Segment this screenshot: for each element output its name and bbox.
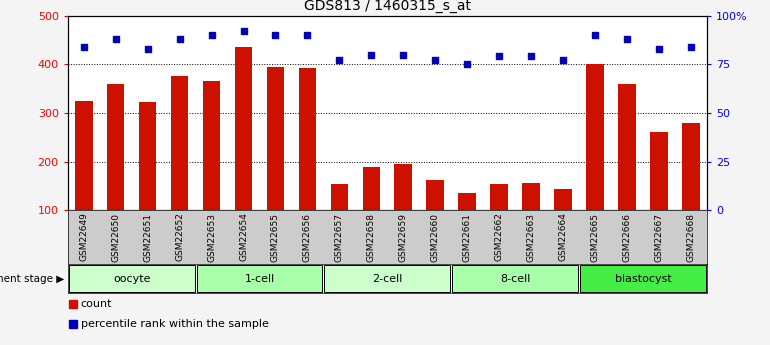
Text: GSM22666: GSM22666	[622, 213, 631, 262]
Bar	[266, 67, 284, 259]
Text: GSM22653: GSM22653	[207, 213, 216, 262]
FancyBboxPatch shape	[196, 265, 323, 292]
Title: GDS813 / 1460315_s_at: GDS813 / 1460315_s_at	[304, 0, 470, 13]
Text: percentile rank within the sample: percentile rank within the sample	[81, 319, 269, 328]
Text: GSM22661: GSM22661	[463, 213, 472, 262]
Bar	[458, 194, 476, 259]
Bar	[522, 183, 540, 259]
Text: GSM22652: GSM22652	[175, 213, 184, 262]
FancyBboxPatch shape	[324, 265, 450, 292]
Bar	[618, 84, 636, 259]
Text: GSM22665: GSM22665	[591, 213, 600, 262]
Text: GSM22649: GSM22649	[79, 213, 89, 262]
Bar	[330, 184, 348, 259]
Bar	[490, 184, 508, 259]
Bar	[171, 77, 189, 259]
Bar	[299, 68, 316, 259]
Bar	[682, 123, 700, 259]
Bar	[235, 47, 253, 259]
Text: GSM22659: GSM22659	[399, 213, 408, 262]
FancyBboxPatch shape	[580, 265, 706, 292]
Text: GSM22651: GSM22651	[143, 213, 152, 262]
Text: GSM22668: GSM22668	[686, 213, 695, 262]
Text: oocyte: oocyte	[113, 274, 150, 284]
Text: GSM22660: GSM22660	[430, 213, 440, 262]
Bar	[107, 84, 125, 259]
Text: GSM22650: GSM22650	[111, 213, 120, 262]
Text: GSM22662: GSM22662	[494, 213, 504, 262]
Bar	[75, 101, 92, 259]
FancyBboxPatch shape	[69, 265, 195, 292]
Text: 8-cell: 8-cell	[500, 274, 531, 284]
Text: GSM22657: GSM22657	[335, 213, 344, 262]
Text: 1-cell: 1-cell	[244, 274, 275, 284]
FancyBboxPatch shape	[452, 265, 578, 292]
Text: GSM22658: GSM22658	[367, 213, 376, 262]
Bar	[554, 188, 572, 259]
Text: 2-cell: 2-cell	[372, 274, 403, 284]
Bar	[586, 64, 604, 259]
Text: blastocyst: blastocyst	[614, 274, 671, 284]
Text: GSM22663: GSM22663	[527, 213, 536, 262]
Bar	[650, 131, 668, 259]
Bar	[394, 164, 412, 259]
Bar	[363, 167, 380, 259]
Bar	[203, 81, 220, 259]
Text: count: count	[81, 299, 112, 309]
Text: GSM22664: GSM22664	[558, 213, 567, 262]
Bar	[139, 102, 156, 259]
Text: GSM22654: GSM22654	[239, 213, 248, 262]
Text: GSM22655: GSM22655	[271, 213, 280, 262]
Text: development stage ▶: development stage ▶	[0, 274, 64, 284]
Text: GSM22667: GSM22667	[654, 213, 664, 262]
Bar	[427, 180, 444, 259]
Text: GSM22656: GSM22656	[303, 213, 312, 262]
